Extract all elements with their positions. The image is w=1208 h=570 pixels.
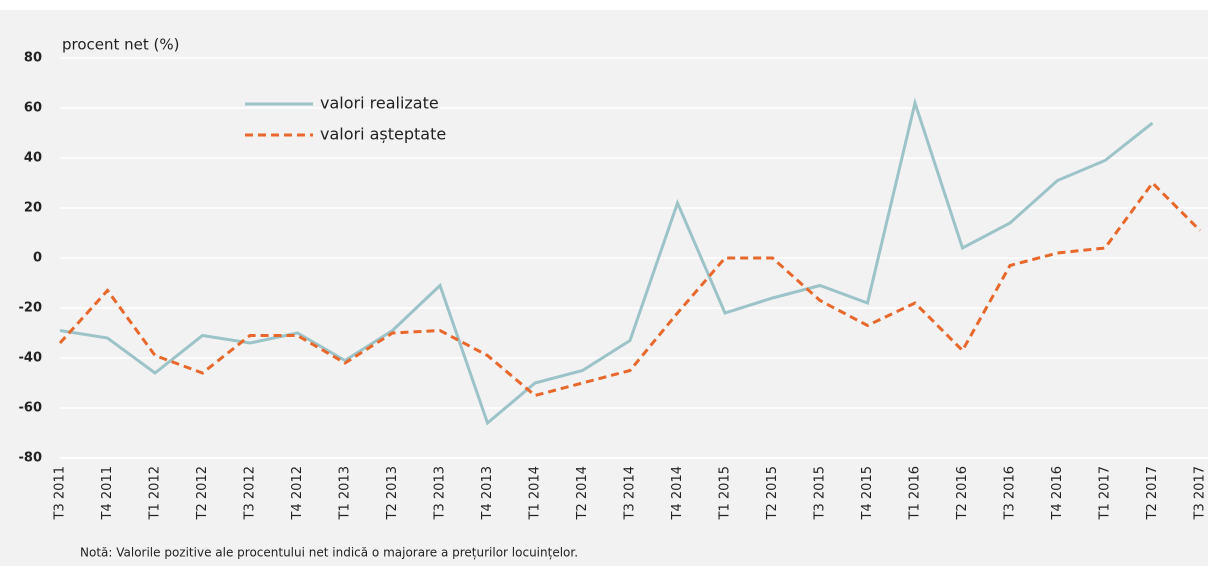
y-tick-label: -60 xyxy=(19,401,43,416)
x-tick-label: T2 2015 xyxy=(765,466,780,520)
x-tick-label: T3 2015 xyxy=(813,466,828,520)
x-tick-label: T2 2017 xyxy=(1145,466,1160,520)
x-tick-label: T3 2016 xyxy=(1003,466,1018,520)
x-tick-label: T3 2013 xyxy=(433,466,448,520)
x-tick-label: T3 2014 xyxy=(623,466,638,520)
y-tick-label: 60 xyxy=(24,101,42,116)
x-tick-label: T4 2012 xyxy=(290,466,305,520)
y-tick-label: 80 xyxy=(24,51,42,66)
x-tick-label: T3 2012 xyxy=(243,466,258,520)
y-axis-label: procent net (%) xyxy=(62,36,180,54)
x-tick-label: T2 2013 xyxy=(385,466,400,520)
note: Notă: Valorile pozitive ale procentului … xyxy=(80,546,578,560)
series-line xyxy=(58,180,1202,398)
x-tick-label: T4 2016 xyxy=(1050,466,1065,520)
y-tick-label: 0 xyxy=(33,251,42,266)
x-tick-label: T2 2014 xyxy=(575,466,590,520)
x-tick-label: T2 2012 xyxy=(195,466,210,520)
y-tick-label: 20 xyxy=(24,201,42,216)
x-tick-label: T1 2014 xyxy=(528,466,543,520)
x-tick-label: T4 2014 xyxy=(670,466,685,520)
background xyxy=(0,10,1208,566)
x-tick-label: T4 2011 xyxy=(100,466,115,520)
legend-label: valori așteptate xyxy=(320,125,446,144)
y-tick-label: -80 xyxy=(19,451,43,466)
x-tick-label: T1 2013 xyxy=(338,466,353,520)
x-tick-label: T1 2015 xyxy=(718,466,733,520)
y-tick-label: -40 xyxy=(19,351,43,366)
x-tick-label: T3 2017 xyxy=(1193,466,1208,520)
x-tick-label: T4 2013 xyxy=(480,466,495,520)
x-tick-label: T3 2011 xyxy=(53,466,68,520)
x-tick-label: T1 2017 xyxy=(1098,466,1113,520)
y-tick-label: 40 xyxy=(24,151,42,166)
legend-label: valori realizate xyxy=(320,94,439,113)
x-tick-label: T1 2012 xyxy=(148,466,163,520)
y-tick-label: -20 xyxy=(19,301,43,316)
x-tick-label: T1 2016 xyxy=(908,466,923,520)
x-tick-label: T2 2016 xyxy=(955,466,970,520)
x-tick-label: T4 2015 xyxy=(860,466,875,520)
